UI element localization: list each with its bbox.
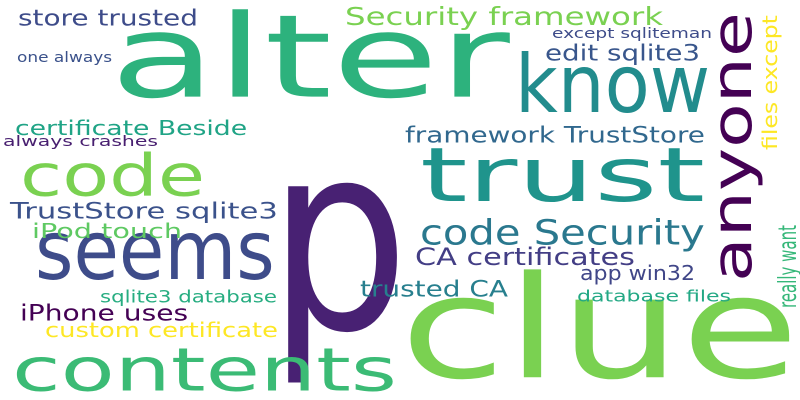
word-database-files: database files — [577, 288, 731, 304]
word-anyone: anyone — [705, 12, 760, 282]
word-files-except: files except — [760, 15, 780, 150]
word-ipod-touch: iPod touch — [32, 221, 182, 241]
word-always-crashes: always crashes — [3, 134, 158, 148]
word-store-trusted: store trusted — [18, 7, 198, 29]
word-trust: trust — [420, 138, 705, 213]
word-app-win32: app win32 — [580, 263, 695, 283]
word-except-sqliteman: except sqliteman — [552, 26, 712, 40]
word-edit-sqlite3: edit sqlite3 — [545, 42, 700, 64]
word-p: p — [268, 110, 409, 370]
word-contents: contents — [12, 340, 397, 400]
word-trusted-ca: trusted CA — [360, 278, 508, 300]
word-framework-truststore: framework TrustStore — [405, 124, 705, 146]
word-code: code — [20, 147, 205, 205]
word-custom-certificate: custom certificate — [45, 320, 278, 340]
word-sqlite3-database: sqlite3 database — [100, 288, 277, 305]
word-one-always: one always — [17, 50, 112, 64]
word-really-want: really want — [775, 225, 800, 308]
